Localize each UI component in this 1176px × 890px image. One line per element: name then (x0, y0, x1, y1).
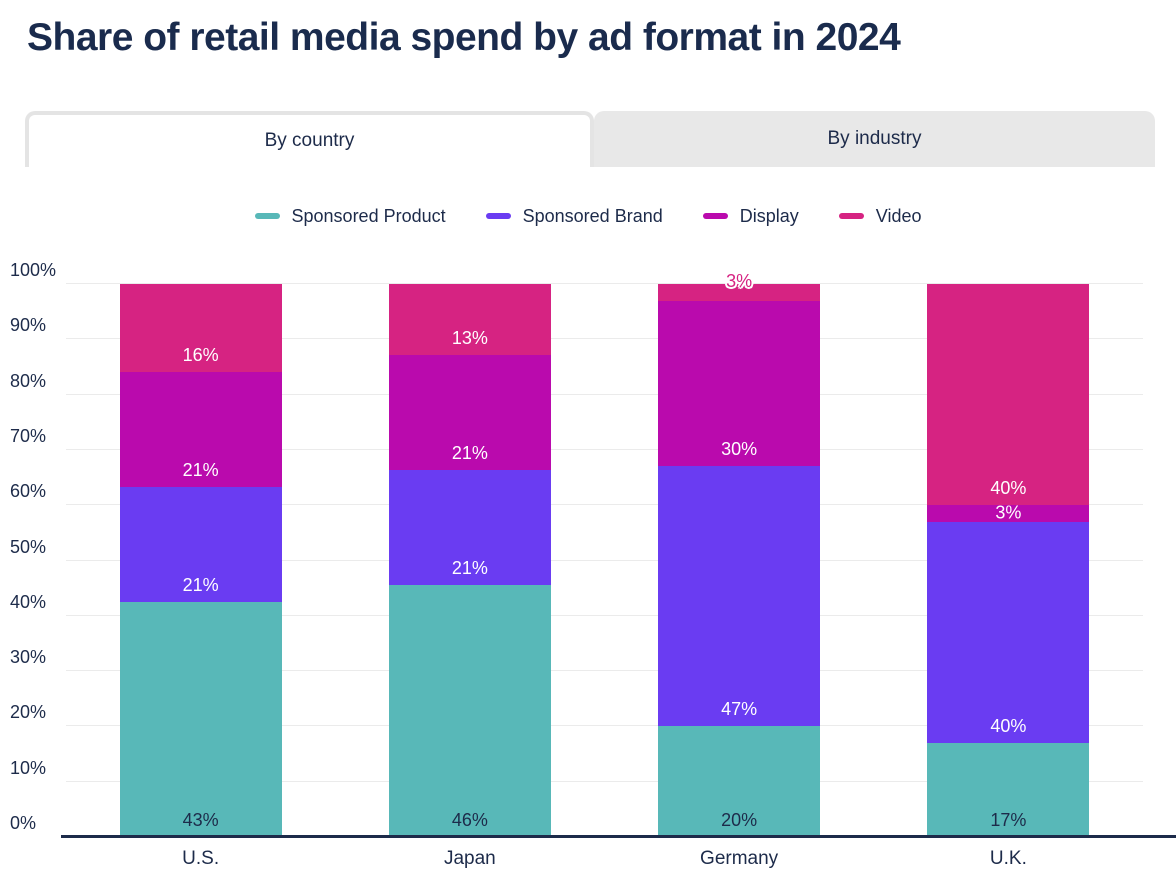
segment-value-label: 21% (451, 558, 488, 579)
y-tick-label: 60% (10, 481, 47, 502)
bar-segment-sponsoredproduct: 17% (927, 742, 1090, 837)
y-tick-label: 10% (10, 757, 47, 778)
legend-swatch-icon (838, 213, 864, 219)
legend-label: Sponsored Product (291, 205, 446, 226)
segment-value-label: 13% (451, 328, 488, 349)
bar-japan: 13% 21% 21% 46% (388, 284, 551, 837)
legend-label: Sponsored Brand (522, 205, 663, 226)
tab-by-country[interactable]: By country (25, 111, 594, 167)
bar-segment-display: 21% (388, 355, 551, 471)
legend-label: Video (875, 205, 922, 226)
bar-segment-video: 3% (658, 271, 821, 301)
legend-swatch-icon (485, 213, 511, 219)
segment-value-label: 47% (721, 699, 758, 720)
page-title: Share of retail media spend by ad format… (27, 16, 901, 59)
segment-value-label: 21% (182, 574, 219, 595)
plot-area: 16% 21% 21% 43% 13% 21% 21% 46% 3% 30% 47% 20% 40% 3%… (10, 260, 1176, 838)
y-tick-label: 70% (10, 425, 47, 446)
y-tick-label: 30% (10, 647, 47, 668)
gridline: 20% (10, 702, 1143, 727)
y-tick-label: 40% (10, 591, 47, 612)
bar-segment-video: 13% (388, 284, 551, 356)
bar-column-japan: 13% 21% 21% 46% (335, 284, 604, 837)
legend-label: Display (739, 205, 799, 226)
segment-value-label: 40% (990, 478, 1027, 499)
x-axis-label-us: U.S. (182, 848, 220, 869)
tab-by-industry[interactable]: By industry (594, 111, 1155, 167)
gridline: 40% (10, 592, 1143, 616)
legend-swatch-icon (702, 213, 728, 219)
segment-value-label: 40% (990, 715, 1027, 736)
legend-item-sponsoredbrand: Sponsored Brand (485, 205, 663, 227)
bar-column-germany: 3% 30% 47% 20% (605, 271, 874, 837)
bar-segment-sponsoredbrand: 21% (388, 470, 551, 586)
x-axis-label-germany: Germany (700, 848, 779, 869)
chart-legend: Sponsored Product Sponsored Brand Display V… (0, 204, 1176, 228)
bars-layer: 16% 21% 21% 43% 13% 21% 21% 46% 3% 30% 47% 20% 40% 3%… (66, 271, 1143, 837)
bar-segment-video: 40% (927, 284, 1090, 506)
bar-segment-sponsoredbrand: 40% (927, 521, 1090, 743)
bar-segment-sponsoredbrand: 21% (119, 486, 282, 602)
gridline: 100% (10, 260, 1143, 284)
bar-segment-display: 21% (119, 371, 282, 487)
tab-bar: By country By industry (25, 111, 1155, 167)
x-axis-label-japan: Japan (443, 848, 496, 869)
legend-item-video: Video (838, 205, 922, 227)
bar-uk: 40% 3% 40% 17% (927, 284, 1090, 837)
segment-value-label: 21% (182, 459, 219, 480)
x-axis-labels: U.S. Japan Germany U.K. (66, 848, 1143, 870)
gridline: 30% (10, 647, 1143, 672)
segment-value-label: 20% (721, 809, 758, 830)
gridline: 10% (10, 758, 1143, 782)
bar-segment-display: 30% (658, 300, 821, 467)
segment-value-label: 3% (995, 502, 1022, 523)
y-tick-label: 0% (10, 813, 37, 833)
bar-segment-sponsoredproduct: 43% (119, 601, 282, 837)
bar-us: 16% 21% 21% 43% (119, 284, 282, 837)
segment-value-label: 46% (451, 809, 488, 830)
bar-germany: 3% 30% 47% 20% (658, 271, 821, 837)
segment-value-label: 17% (990, 809, 1027, 830)
x-axis-label-uk: U.K. (989, 848, 1027, 869)
x-axis-line (61, 835, 1176, 838)
gridline: 50% (10, 537, 1143, 561)
legend-item-display: Display (702, 205, 799, 227)
y-tick-label: 50% (10, 536, 47, 557)
legend-swatch-icon (254, 213, 280, 219)
bar-segment-display: 3% (927, 502, 1090, 523)
y-tick-label: 20% (10, 702, 47, 723)
segment-value-label: 3% (726, 271, 753, 291)
bar-column-uk: 40% 3% 40% 17% (874, 284, 1143, 837)
y-tick-label: 80% (10, 370, 47, 391)
segment-value-label: 16% (182, 344, 219, 365)
bar-segment-sponsoredbrand: 47% (658, 466, 821, 727)
segment-value-label: 21% (451, 443, 488, 464)
gridline: 90% (10, 315, 1143, 340)
bar-segment-video: 16% (119, 284, 282, 372)
gridline: 70% (10, 426, 1143, 450)
legend-item-sponsoredproduct: Sponsored Product (254, 205, 446, 227)
segment-value-label: 43% (182, 809, 219, 830)
bar-segment-sponsoredproduct: 46% (388, 585, 551, 837)
bar-segment-sponsoredproduct: 20% (658, 726, 821, 837)
segment-value-label: 30% (721, 439, 758, 460)
bar-column-us: 16% 21% 21% 43% (66, 284, 335, 837)
gridline: 60% (10, 481, 1143, 506)
y-tick-label: 100% (10, 260, 57, 280)
y-tick-label: 90% (10, 315, 47, 336)
gridline: 80% (10, 371, 1143, 395)
